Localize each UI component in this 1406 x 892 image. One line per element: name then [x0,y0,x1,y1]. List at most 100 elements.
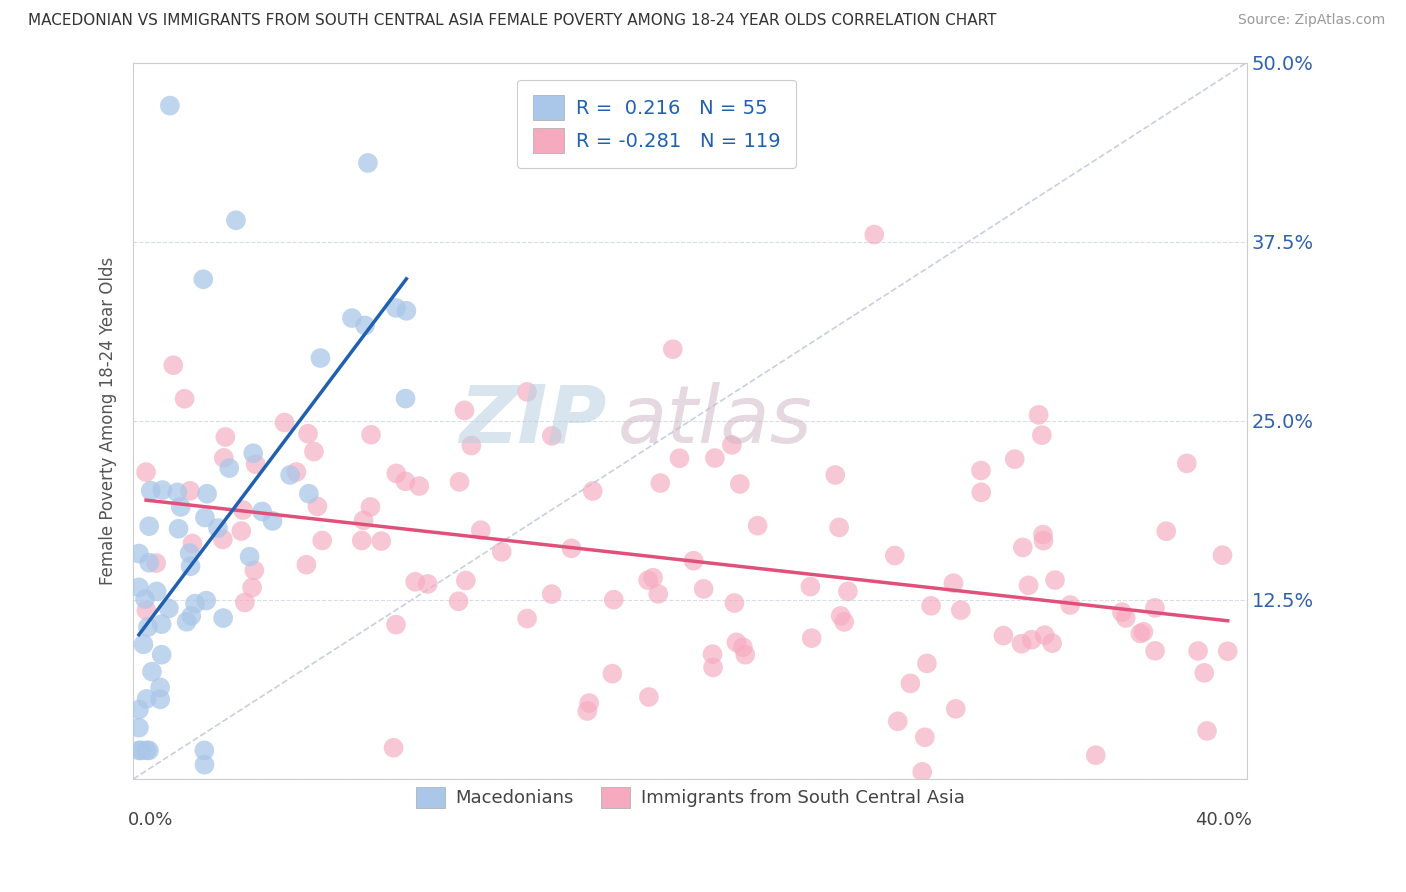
Point [824,468,846,483]
Point [828,520,851,534]
Point [453,403,475,417]
Text: atlas: atlas [617,382,813,460]
Point [1032,533,1054,548]
Point [993,629,1015,643]
Point [1143,600,1166,615]
Point [408,479,430,493]
Point [193,757,215,772]
Point [307,500,329,514]
Point [1043,573,1066,587]
Point [578,696,600,710]
Point [170,500,193,514]
Point [470,523,492,537]
Point [162,358,184,372]
Point [150,648,173,662]
Point [128,547,150,561]
Point [195,487,218,501]
Point [232,503,254,517]
Point [273,416,295,430]
Point [159,98,181,112]
Point [1033,628,1056,642]
Point [128,721,150,735]
Point [184,597,207,611]
Point [1004,452,1026,467]
Point [245,457,267,471]
Point [132,637,155,651]
Point [1195,723,1218,738]
Point [176,615,198,629]
Point [139,483,162,498]
Point [382,740,405,755]
Point [1175,456,1198,470]
Point [721,438,744,452]
Point [416,577,439,591]
Point [311,533,333,548]
Point [703,451,725,466]
Point [242,446,264,460]
Point [157,601,180,615]
Point [145,556,167,570]
Point [734,648,756,662]
Text: 0.0%: 0.0% [128,811,173,830]
Point [1028,408,1050,422]
Point [193,272,215,286]
Point [212,450,235,465]
Point [725,635,748,649]
Point [134,592,156,607]
Point [800,631,823,645]
Point [243,563,266,577]
Point [181,536,204,550]
Point [945,702,967,716]
Point [970,463,993,477]
Point [1059,598,1081,612]
Point [370,534,392,549]
Point [914,731,936,745]
Point [131,743,153,757]
Point [1111,605,1133,619]
Point [298,486,321,500]
Point [240,581,263,595]
Point [385,301,408,315]
Point [702,647,724,661]
Point [278,467,301,482]
Point [309,351,332,365]
Point [1129,626,1152,640]
Point [1032,527,1054,541]
Point [225,213,247,227]
Point [1084,748,1107,763]
Point [212,611,235,625]
Point [1144,644,1167,658]
Point [354,318,377,333]
Point [723,596,745,610]
Point [1018,578,1040,592]
Point [647,587,669,601]
Point [359,500,381,514]
Text: ZIP: ZIP [460,382,606,460]
Point [239,549,262,564]
Point [728,477,751,491]
Point [138,743,160,757]
Point [942,576,965,591]
Point [837,584,859,599]
Point [682,554,704,568]
Point [603,592,626,607]
Point [145,584,167,599]
Point [135,603,157,617]
Point [915,657,938,671]
Point [394,392,416,406]
Point [1132,624,1154,639]
Text: 40.0%: 40.0% [1195,811,1253,830]
Point [231,524,253,538]
Point [218,461,240,475]
Point [460,439,482,453]
Point [1040,636,1063,650]
Point [560,541,582,556]
Point [692,582,714,596]
Text: Source: ZipAtlas.com: Source: ZipAtlas.com [1237,13,1385,28]
Point [576,704,599,718]
Point [250,504,273,518]
Point [1154,524,1177,539]
Point [135,743,157,757]
Point [641,571,664,585]
Point [141,665,163,679]
